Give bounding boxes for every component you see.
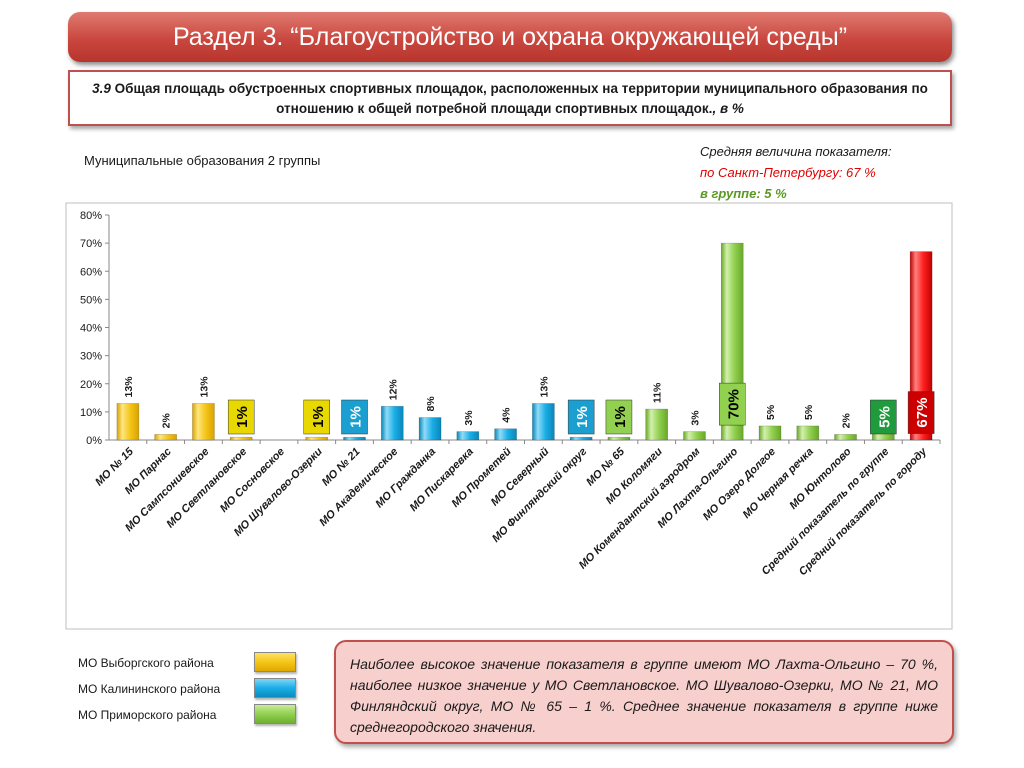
bar <box>532 403 555 441</box>
conclusion-note: Наиболее высокое значение показателя в г… <box>334 640 954 744</box>
data-label: 4% <box>501 407 513 423</box>
data-label: 1% <box>234 406 251 428</box>
bar <box>229 436 253 441</box>
data-label: 5% <box>765 404 777 420</box>
data-label: 13% <box>538 376 550 398</box>
bar <box>758 425 782 441</box>
data-label: 12% <box>387 379 399 401</box>
y-tick-label: 0% <box>86 435 102 447</box>
data-label: 3% <box>689 410 701 426</box>
data-label: 1% <box>612 406 629 428</box>
bar <box>569 436 593 441</box>
legend-item-primor: МО Приморского района <box>78 704 298 730</box>
legend-label: МО Выборгского района <box>78 656 214 670</box>
conclusion-text: Наиболее высокое значение показателя в г… <box>350 656 938 735</box>
legend-label: МО Приморского района <box>78 708 217 722</box>
data-label: 5% <box>803 404 815 420</box>
data-label: 2% <box>161 413 173 429</box>
indicator-number: 3.9 <box>92 81 111 96</box>
legend: МО Выборгского района МО Калининского ра… <box>78 652 298 730</box>
average-city: по Санкт-Петербургу: 67 % <box>700 165 876 180</box>
data-label: 8% <box>425 396 437 412</box>
bar <box>494 428 517 441</box>
bar <box>305 436 329 441</box>
indicator-unit: , в % <box>712 101 744 116</box>
y-tick-label: 50% <box>80 294 102 306</box>
bar <box>834 434 857 441</box>
data-label: 13% <box>198 376 210 398</box>
bar <box>796 425 820 441</box>
data-label: 70% <box>725 389 742 419</box>
data-label: 11% <box>652 382 664 403</box>
average-values-box: Средняя величина показателя: по Санкт-Пе… <box>700 141 891 204</box>
data-label: 5% <box>876 406 893 428</box>
data-label-box <box>719 382 746 426</box>
data-label-box <box>907 391 935 434</box>
y-tick-label: 70% <box>80 238 102 250</box>
average-heading: Средняя величина показателя: <box>700 144 892 159</box>
data-label-box <box>341 399 368 435</box>
bar <box>380 405 404 441</box>
bar <box>154 434 177 441</box>
bar <box>645 408 669 441</box>
data-label: 3% <box>463 410 475 426</box>
legend-label: МО Калининского района <box>78 682 221 696</box>
y-tick-label: 80% <box>80 210 102 222</box>
data-label-box <box>870 399 897 435</box>
data-label: 1% <box>348 406 365 428</box>
indicator-title-box: 3.9 Общая площадь обустроенных спортивны… <box>68 70 952 126</box>
data-label: 1% <box>574 406 591 428</box>
legend-swatch <box>254 704 296 724</box>
y-tick-label: 40% <box>80 323 102 335</box>
bar <box>607 436 631 441</box>
y-tick-label: 60% <box>80 266 102 278</box>
section-title-banner: Раздел 3. “Благоустройство и охрана окру… <box>68 12 952 62</box>
y-tick-label: 10% <box>80 407 102 419</box>
bar <box>116 403 140 441</box>
bar <box>192 403 215 441</box>
legend-item-viborg: МО Выборгского района <box>78 652 298 678</box>
legend-swatch <box>254 652 296 672</box>
section-title: Раздел 3. “Благоустройство и охрана окру… <box>172 23 848 51</box>
average-group: в группе: 5 % <box>700 186 787 201</box>
data-label-box <box>227 399 255 435</box>
bar <box>456 431 480 441</box>
data-label: 13% <box>123 376 135 398</box>
data-label: 67% <box>914 398 931 428</box>
indicator-text: Общая площадь обустроенных спортивных пл… <box>114 81 928 116</box>
bar <box>683 431 706 441</box>
legend-item-kalinin: МО Калининского района <box>78 678 298 704</box>
data-label-box <box>567 399 595 435</box>
y-tick-label: 20% <box>80 379 102 391</box>
data-label: 2% <box>841 413 853 429</box>
legend-swatch <box>254 678 296 698</box>
data-label-box <box>303 399 330 435</box>
data-label-box <box>605 399 633 435</box>
bar-chart: 0%10%20%30%40%50%60%70%80%13%МО № 152%МО… <box>65 202 953 630</box>
data-label: 1% <box>310 406 327 428</box>
bar <box>418 417 442 441</box>
group-label: Муниципальные образования 2 группы <box>84 153 321 168</box>
y-tick-label: 30% <box>80 351 102 363</box>
bar <box>343 436 366 441</box>
